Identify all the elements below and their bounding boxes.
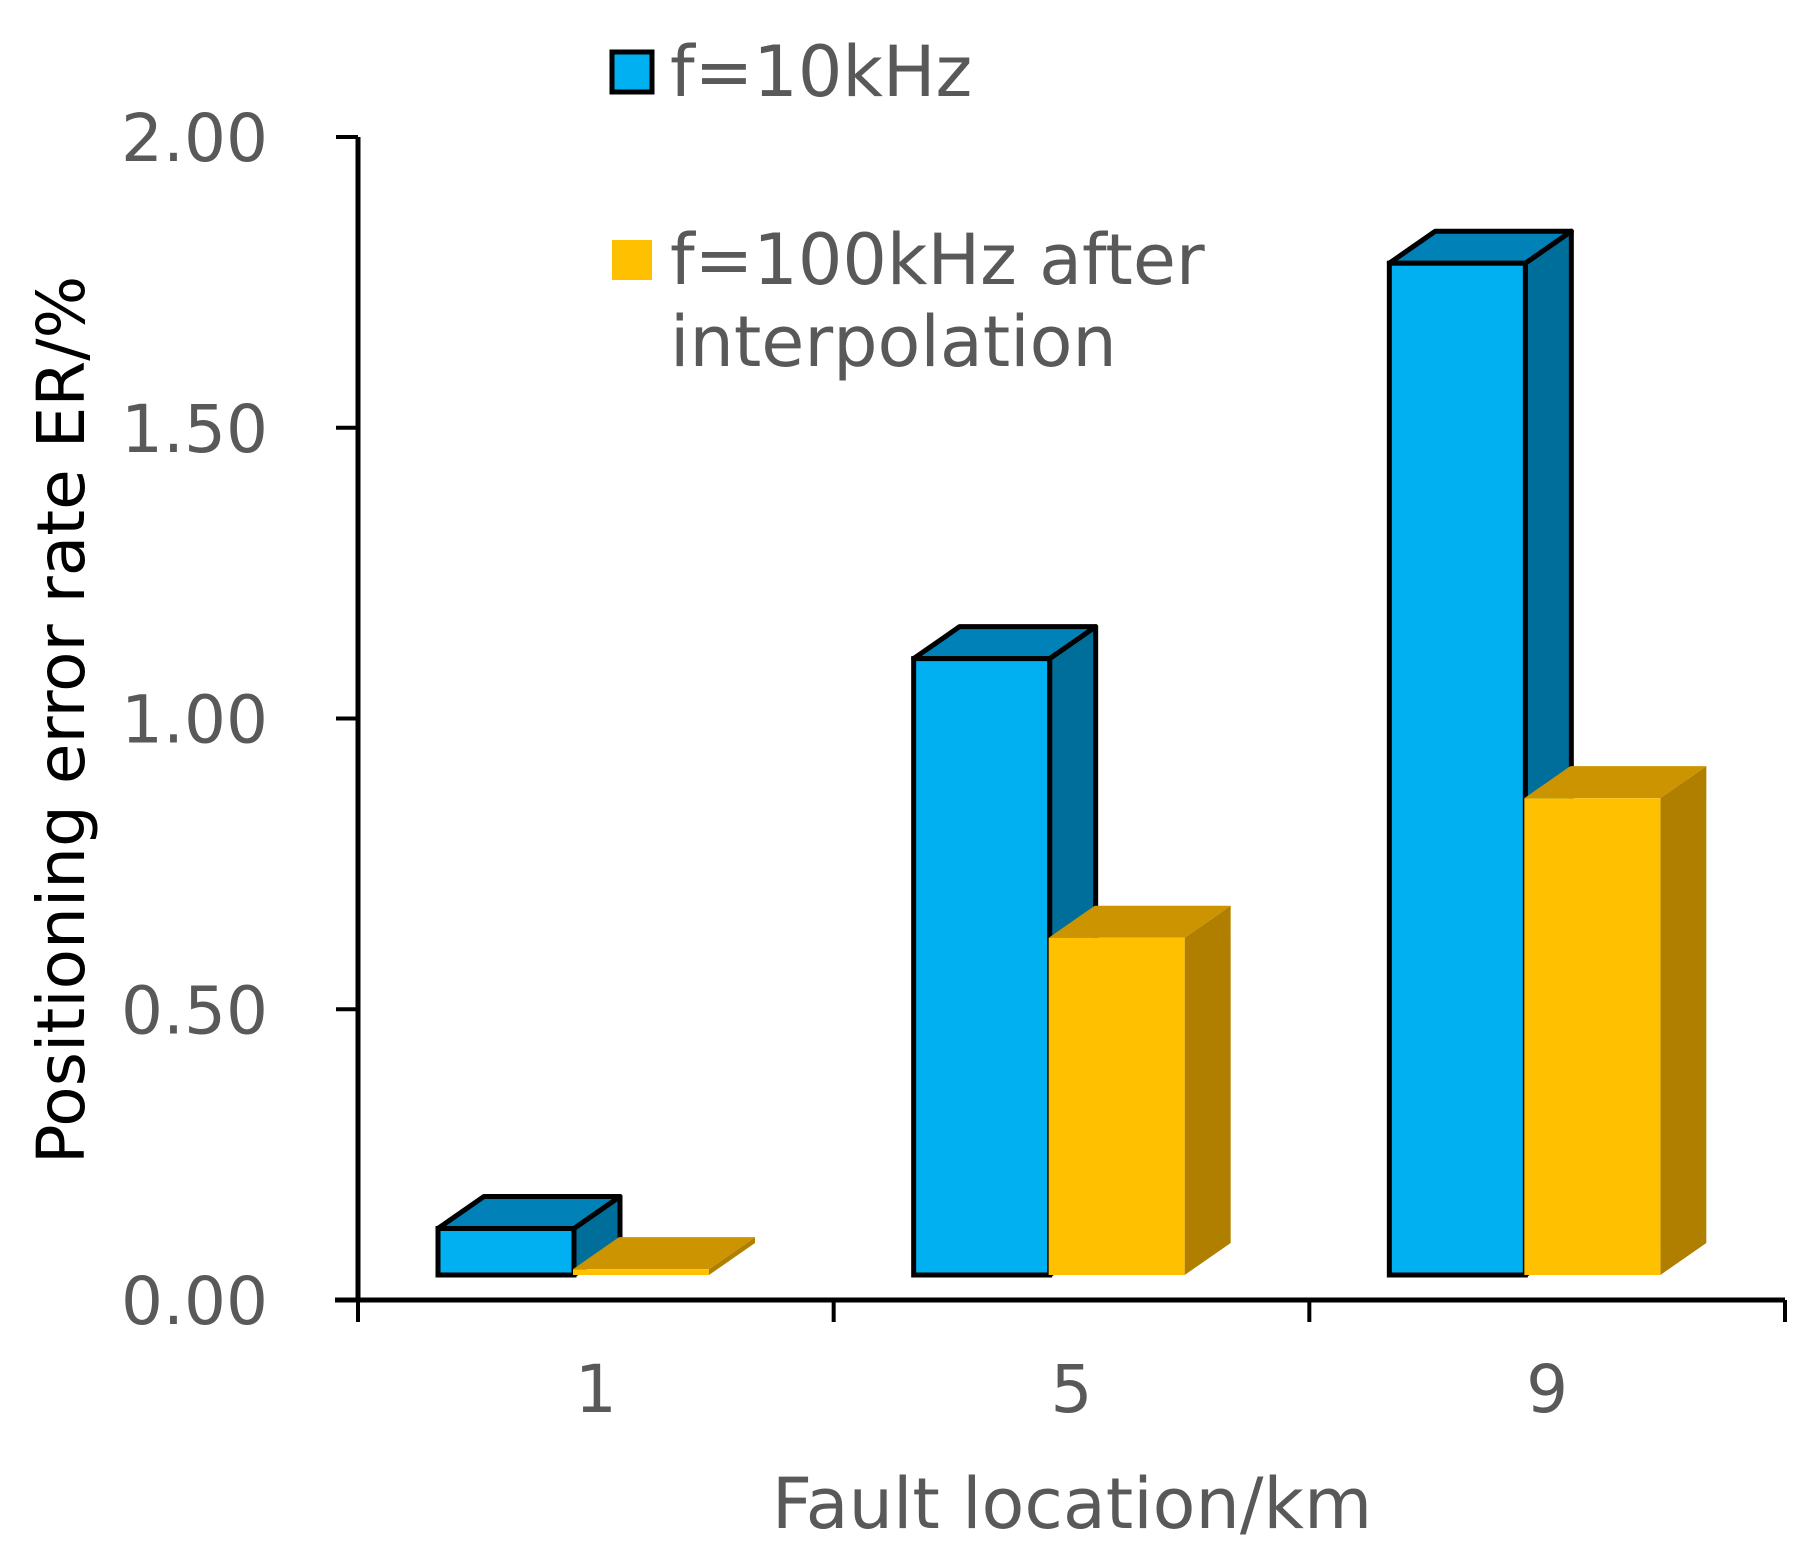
x-tick-label: 9 bbox=[1526, 1351, 1568, 1428]
legend-label-line: f=10kHz bbox=[670, 31, 972, 113]
bar-top-face bbox=[573, 1237, 755, 1270]
bar-top-face bbox=[1048, 905, 1231, 938]
legend-label: f=100kHz after interpolation bbox=[670, 219, 1205, 383]
legend-label-line: f=100kHz after bbox=[670, 219, 1205, 301]
y-tick-label: 2.00 bbox=[121, 100, 268, 177]
legend: f=10kHz f=100kHz after interpolation bbox=[609, 31, 1205, 383]
bar-f100khz-9 bbox=[1524, 766, 1707, 1275]
y-tick-label: 1.50 bbox=[121, 391, 268, 468]
y-tick-label: 1.00 bbox=[121, 682, 268, 759]
bar-front-face bbox=[435, 1225, 577, 1278]
bar-f100khz-1 bbox=[573, 1237, 755, 1275]
y-axis-title: Positioning error rate ER/% bbox=[23, 276, 100, 1164]
legend-swatch bbox=[609, 49, 655, 95]
bar-top-face bbox=[1524, 766, 1707, 799]
bar-side-face bbox=[709, 1237, 755, 1275]
bar-side-face bbox=[1660, 766, 1707, 1275]
y-axis-ticks: 0.00 0.50 1.00 1.50 2.00 bbox=[121, 100, 358, 1340]
y-tick-label: 0.50 bbox=[121, 972, 268, 1049]
x-tick-label: 5 bbox=[1051, 1351, 1093, 1428]
x-axis-ticks: 1 5 9 bbox=[356, 1300, 1787, 1428]
bar-side-face bbox=[1184, 905, 1231, 1275]
x-tick-label: 1 bbox=[575, 1351, 617, 1428]
bar-f100khz-5 bbox=[1048, 905, 1231, 1275]
bar-front-face bbox=[1524, 798, 1661, 1275]
bar-front-face bbox=[1048, 937, 1185, 1275]
bars-layer bbox=[435, 228, 1707, 1278]
legend-swatch bbox=[612, 240, 652, 280]
bar-front-face bbox=[911, 656, 1053, 1278]
bar-front-face bbox=[573, 1269, 709, 1275]
legend-label-line: interpolation bbox=[670, 301, 1117, 383]
bar-front-face bbox=[1386, 260, 1528, 1278]
x-axis-title: Fault location/km bbox=[772, 1463, 1372, 1545]
legend-label: f=10kHz bbox=[670, 31, 972, 113]
y-tick-label: 0.00 bbox=[121, 1263, 268, 1340]
bar-f10khz-1 bbox=[435, 1193, 623, 1278]
